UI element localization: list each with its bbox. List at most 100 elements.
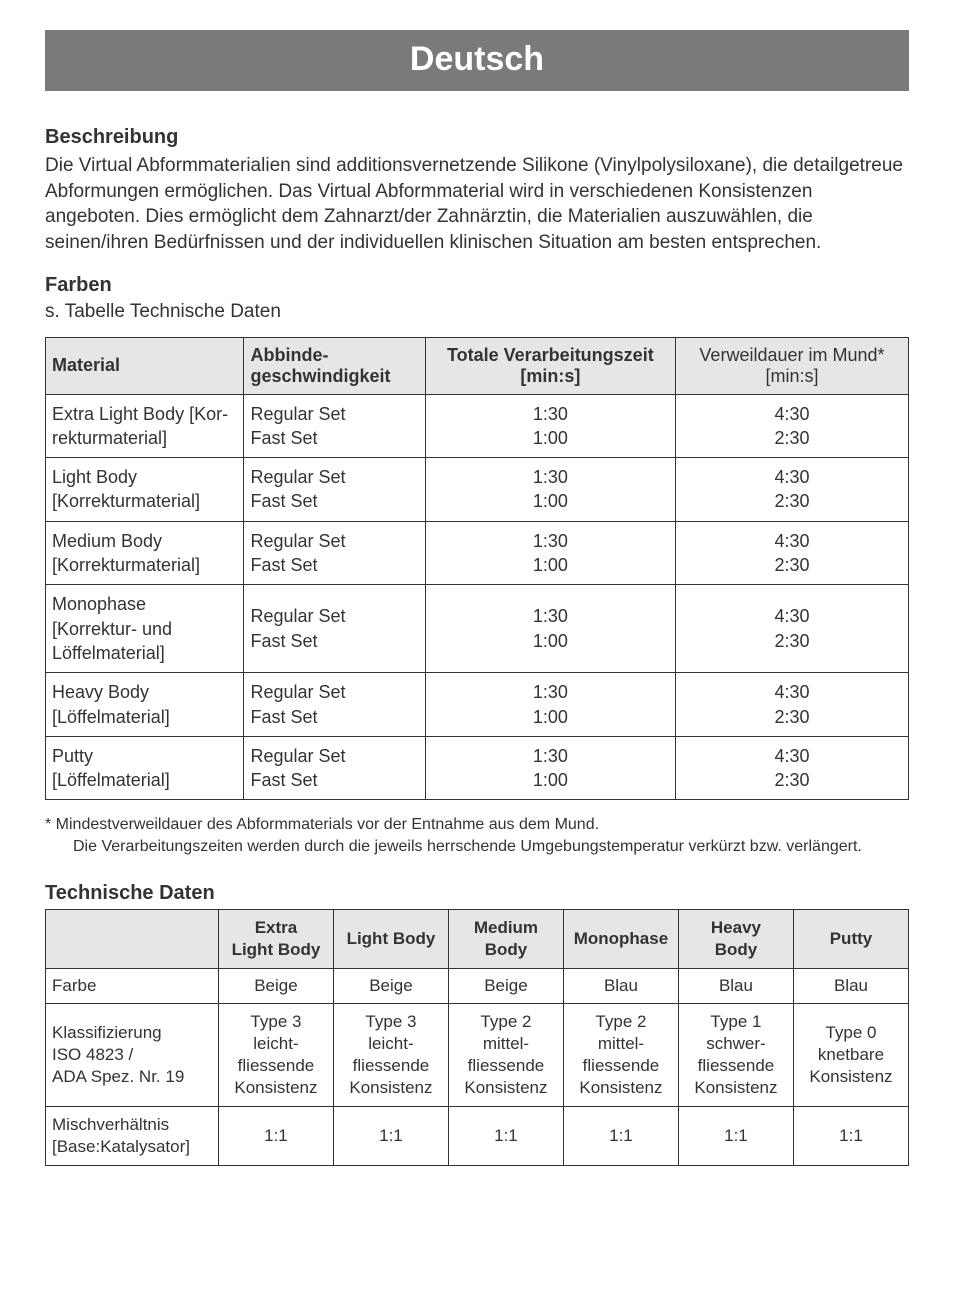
cell-material-line: Extra Light Body [Kor- xyxy=(52,402,237,426)
th-mouthtime: Verweildauer im Mund* [min:s] xyxy=(675,337,908,394)
cell-klass-line: Type 0 xyxy=(800,1022,902,1044)
cell-farbe-5: Blau xyxy=(678,968,793,1003)
colors-subtext: s. Tabelle Technische Daten xyxy=(45,301,909,323)
cell-worktime: 1:301:00 xyxy=(425,585,675,673)
cell-worktime-regular: 1:30 xyxy=(432,402,669,426)
cell-misch-3: 1:1 xyxy=(448,1107,563,1166)
cell-klass-line: Type 2 xyxy=(455,1011,557,1033)
heading-description: Beschreibung xyxy=(45,126,909,149)
cell-klass-line: mittel- xyxy=(455,1033,557,1055)
cell-klass-line: Konsistenz xyxy=(685,1077,787,1099)
cell-material-line: Löffelmaterial] xyxy=(52,641,237,665)
table-row: Medium Body[Korrekturmaterial]Regular Se… xyxy=(46,521,909,585)
cell-farbe-label: Farbe xyxy=(46,968,219,1003)
th-medium-l2: Body xyxy=(455,939,557,961)
cell-worktime-fast: 1:00 xyxy=(432,768,669,792)
th-worktime-l2: [min:s] xyxy=(520,366,580,386)
cell-material-line: Monophase xyxy=(52,592,237,616)
cell-worktime-fast: 1:00 xyxy=(432,705,669,729)
cell-material-line: [Korrekturmaterial] xyxy=(52,489,237,513)
table-row: Monophase[Korrektur- undLöffelmaterial] R… xyxy=(46,585,909,673)
cell-misch-1: 1:1 xyxy=(218,1107,333,1166)
cell-setting: Regular SetFast Set xyxy=(244,394,425,458)
cell-klass-line: fliessende xyxy=(685,1055,787,1077)
cell-material-line: [Korrektur- und xyxy=(52,617,237,641)
heading-colors: Farben xyxy=(45,274,909,297)
cell-klass-line: Type 2 xyxy=(570,1011,672,1033)
cell-setting-fast: Fast Set xyxy=(250,768,418,792)
cell-mouthtime-fast: 2:30 xyxy=(682,489,902,513)
cell-misch-label-l1: Mischverhältnis xyxy=(52,1114,212,1136)
cell-setting-regular: Regular Set xyxy=(250,465,418,489)
table-row: Extra Light Body [Kor-rekturmaterial]Reg… xyxy=(46,394,909,458)
cell-setting: Regular SetFast Set xyxy=(244,458,425,522)
cell-mouthtime-regular: 4:30 xyxy=(682,680,902,704)
cell-mouthtime-regular: 4:30 xyxy=(682,529,902,553)
cell-mouthtime-fast: 2:30 xyxy=(682,629,902,653)
cell-klass-line: leicht- xyxy=(340,1033,442,1055)
cell-material-line: Light Body xyxy=(52,465,237,489)
cell-worktime-fast: 1:00 xyxy=(432,489,669,513)
cell-mouthtime: 4:302:30 xyxy=(675,458,908,522)
cell-klass-4: Type 2mittel-fliessendeKonsistenz xyxy=(563,1003,678,1106)
cell-material: Medium Body[Korrekturmaterial] xyxy=(46,521,244,585)
cell-klass-line: Konsistenz xyxy=(225,1077,327,1099)
cell-klass-5: Type 1schwer-fliessendeKonsistenz xyxy=(678,1003,793,1106)
cell-farbe-3: Beige xyxy=(448,968,563,1003)
cell-setting: Regular SetFast Set xyxy=(244,521,425,585)
cell-setting: Regular SetFast Set xyxy=(244,585,425,673)
th-extralight-l2: Light Body xyxy=(225,939,327,961)
cell-worktime-regular: 1:30 xyxy=(432,529,669,553)
cell-klass-line: knetbare xyxy=(800,1044,902,1066)
th-setting-l2: geschwindigkeit xyxy=(250,366,390,386)
cell-mouthtime: 4:302:30 xyxy=(675,394,908,458)
cell-klass-line: fliessende xyxy=(570,1055,672,1077)
row-farbe: Farbe Beige Beige Beige Blau Blau Blau xyxy=(46,968,909,1003)
cell-mouthtime: 4:302:30 xyxy=(675,736,908,800)
cell-material: Heavy Body[Löffelmaterial] xyxy=(46,673,244,737)
th-heavy: Heavy Body xyxy=(678,909,793,968)
cell-misch-label: Mischverhältnis [Base:Katalysator] xyxy=(46,1107,219,1166)
cell-setting-regular: Regular Set xyxy=(250,680,418,704)
th-setting: Abbinde- geschwindigkeit xyxy=(244,337,425,394)
th-medium-l1: Medium xyxy=(455,917,557,939)
table-row: Putty[Löffelmaterial]Regular SetFast Set… xyxy=(46,736,909,800)
th-light: Light Body xyxy=(333,909,448,968)
technical-data-table: Extra Light Body Light Body Medium Body … xyxy=(45,909,909,1167)
table-row: Light Body[Korrekturmaterial]Regular Set… xyxy=(46,458,909,522)
cell-mouthtime-regular: 4:30 xyxy=(682,402,902,426)
cell-mouthtime-regular: 4:30 xyxy=(682,744,902,768)
cell-misch-2: 1:1 xyxy=(333,1107,448,1166)
cell-klass-line: mittel- xyxy=(570,1033,672,1055)
th-worktime: Totale Verarbeitungszeit [min:s] xyxy=(425,337,675,394)
cell-setting-regular: Regular Set xyxy=(250,604,418,628)
cell-setting: Regular SetFast Set xyxy=(244,736,425,800)
cell-worktime: 1:301:00 xyxy=(425,458,675,522)
cell-klass-line: Konsistenz xyxy=(570,1077,672,1099)
cell-mouthtime: 4:302:30 xyxy=(675,521,908,585)
cell-material: Putty[Löffelmaterial] xyxy=(46,736,244,800)
cell-material-line: Medium Body xyxy=(52,529,237,553)
heading-techdata: Technische Daten xyxy=(45,882,909,905)
cell-misch-4: 1:1 xyxy=(563,1107,678,1166)
cell-klass-line: Konsistenz xyxy=(800,1066,902,1088)
row-misch: Mischverhältnis [Base:Katalysator] 1:1 1… xyxy=(46,1107,909,1166)
cell-setting-regular: Regular Set xyxy=(250,529,418,553)
cell-mouthtime-fast: 2:30 xyxy=(682,705,902,729)
cell-klass-2: Type 3leicht-fliessendeKonsistenz xyxy=(333,1003,448,1106)
cell-material: Light Body[Korrekturmaterial] xyxy=(46,458,244,522)
cell-material-line: Putty xyxy=(52,744,237,768)
cell-mouthtime: 4:302:30 xyxy=(675,673,908,737)
cell-material-line: Heavy Body xyxy=(52,680,237,704)
cell-klass-line: fliessende xyxy=(225,1055,327,1077)
th-heavy-l2: Body xyxy=(685,939,787,961)
cell-klass-line: Type 1 xyxy=(685,1011,787,1033)
th-extralight: Extra Light Body xyxy=(218,909,333,968)
description-text: Die Virtual Abformmaterialien sind addit… xyxy=(45,153,909,256)
cell-worktime: 1:301:00 xyxy=(425,673,675,737)
cell-setting-fast: Fast Set xyxy=(250,705,418,729)
cell-misch-6: 1:1 xyxy=(793,1107,908,1166)
cell-farbe-2: Beige xyxy=(333,968,448,1003)
cell-worktime: 1:301:00 xyxy=(425,394,675,458)
cell-klass-label-l2: ISO 4823 / xyxy=(52,1044,212,1066)
